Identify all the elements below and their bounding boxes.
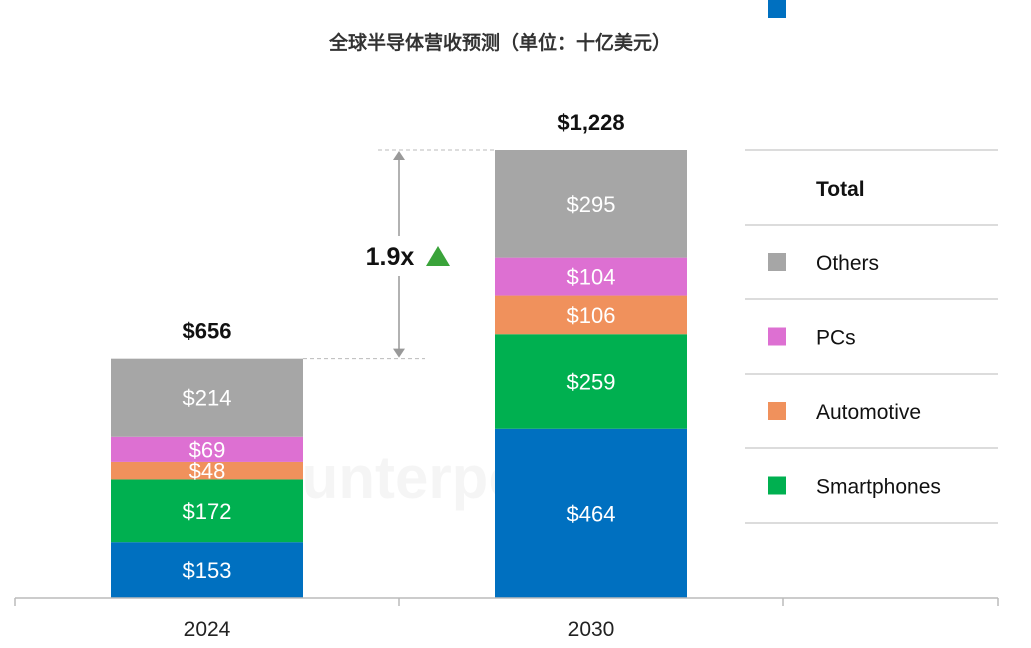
data-label: $295 xyxy=(567,192,616,217)
legend-label: Servers xyxy=(816,0,888,5)
data-label: $214 xyxy=(183,386,232,411)
data-label: $48 xyxy=(189,459,226,484)
arrow-down-icon xyxy=(393,348,405,358)
bar-segment-servers-2024 xyxy=(111,542,303,598)
legend-swatch-pcs xyxy=(768,327,786,346)
total-label: $656 xyxy=(183,319,232,344)
data-label: $153 xyxy=(183,558,232,583)
x-tick-label: 2024 xyxy=(184,618,231,641)
growth-multiplier: 1.9x xyxy=(366,243,415,271)
bar-segment-pcs-2024 xyxy=(111,436,303,462)
bar-segment-others-2024 xyxy=(111,358,303,437)
bar-segment-others-2030 xyxy=(495,150,687,258)
data-label: $172 xyxy=(183,499,232,524)
chart-title: 全球半导体营收预测（单位：十亿美元） xyxy=(328,32,671,54)
data-label: $69 xyxy=(189,437,226,462)
total-label: $1,228 xyxy=(557,110,624,135)
bar-segment-pcs-2030 xyxy=(495,257,687,296)
data-label: $104 xyxy=(567,265,616,290)
bar-segment-automotive-2024 xyxy=(111,461,303,480)
data-label: $106 xyxy=(567,303,616,328)
triangle-up-icon xyxy=(426,246,450,266)
legend-label: Smartphones xyxy=(816,476,941,499)
legend-swatch-servers xyxy=(768,0,786,18)
legend-header: Total xyxy=(816,178,865,201)
bar-segment-smartphones-2030 xyxy=(495,334,687,429)
data-label: $259 xyxy=(567,369,616,394)
legend-swatch-others xyxy=(768,253,786,271)
legend-label: Others xyxy=(816,252,879,275)
legend-label: PCs xyxy=(816,327,856,350)
bar-segment-servers-2030 xyxy=(495,428,687,598)
legend-swatch-smartphones xyxy=(768,476,786,495)
bar-segment-smartphones-2024 xyxy=(111,479,303,543)
legend-swatch-automotive xyxy=(768,402,786,420)
x-tick-label: 2030 xyxy=(568,618,615,641)
bar-segment-automotive-2030 xyxy=(495,295,687,335)
arrow-up-icon xyxy=(393,151,405,160)
legend-label: Automotive xyxy=(816,401,921,424)
data-label: $464 xyxy=(567,501,616,526)
